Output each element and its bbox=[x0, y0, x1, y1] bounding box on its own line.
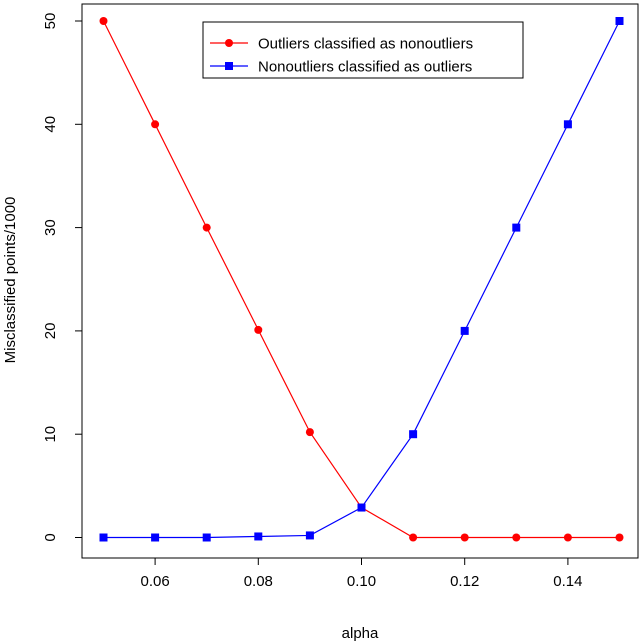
data-point bbox=[409, 430, 418, 439]
y-tick-label: 50 bbox=[42, 13, 59, 30]
legend-marker-1 bbox=[225, 39, 233, 47]
data-point bbox=[202, 533, 211, 542]
series-line bbox=[103, 20, 621, 539]
y-tick-label: 0 bbox=[42, 533, 59, 541]
data-point bbox=[305, 428, 314, 437]
y-axis-title: Misclassified points/1000 bbox=[2, 197, 19, 364]
x-tick-label: 0.06 bbox=[140, 573, 169, 590]
y-tick-label: 30 bbox=[42, 219, 59, 236]
series-1 bbox=[99, 17, 624, 542]
data-point bbox=[151, 533, 160, 542]
data-point bbox=[254, 325, 263, 334]
data-point bbox=[99, 533, 108, 542]
data-point bbox=[563, 120, 572, 129]
y-tick-label: 40 bbox=[42, 116, 59, 133]
legend: Outliers classified as nonoutliers Nonou… bbox=[202, 21, 524, 79]
y-tick-label: 20 bbox=[42, 323, 59, 340]
data-point bbox=[615, 533, 624, 542]
data-point bbox=[512, 223, 521, 232]
legend-label-1: Outliers classified as nonoutliers bbox=[258, 36, 473, 53]
series-2 bbox=[99, 17, 624, 542]
legend-label-2: Nonoutliers classified as outliers bbox=[258, 59, 472, 76]
series-line bbox=[102, 20, 620, 539]
legend-box bbox=[202, 21, 524, 79]
data-point bbox=[512, 533, 521, 542]
legend-marker-2 bbox=[225, 62, 233, 70]
data-point bbox=[202, 223, 211, 232]
data-point bbox=[563, 533, 572, 542]
y-tick-label: 10 bbox=[42, 426, 59, 443]
axes: 0.06 0.08 0.10 0.12 0.14 0 10 20 30 40 50 bbox=[42, 3, 639, 590]
x-tick-label: 0.14 bbox=[553, 573, 582, 590]
series-layer bbox=[99, 17, 624, 542]
x-tick-label: 0.08 bbox=[244, 573, 273, 590]
x-axis-title: alpha bbox=[342, 625, 379, 642]
data-point bbox=[357, 503, 366, 512]
data-point bbox=[99, 17, 108, 25]
data-point bbox=[460, 326, 469, 335]
x-tick-label: 0.12 bbox=[450, 573, 479, 590]
data-point bbox=[460, 533, 469, 542]
data-point bbox=[151, 120, 160, 129]
plot-frame bbox=[81, 3, 639, 559]
x-tick-label: 0.10 bbox=[347, 573, 376, 590]
data-point bbox=[254, 532, 263, 541]
data-point bbox=[615, 17, 624, 25]
data-point bbox=[305, 531, 314, 540]
data-point bbox=[409, 533, 418, 542]
